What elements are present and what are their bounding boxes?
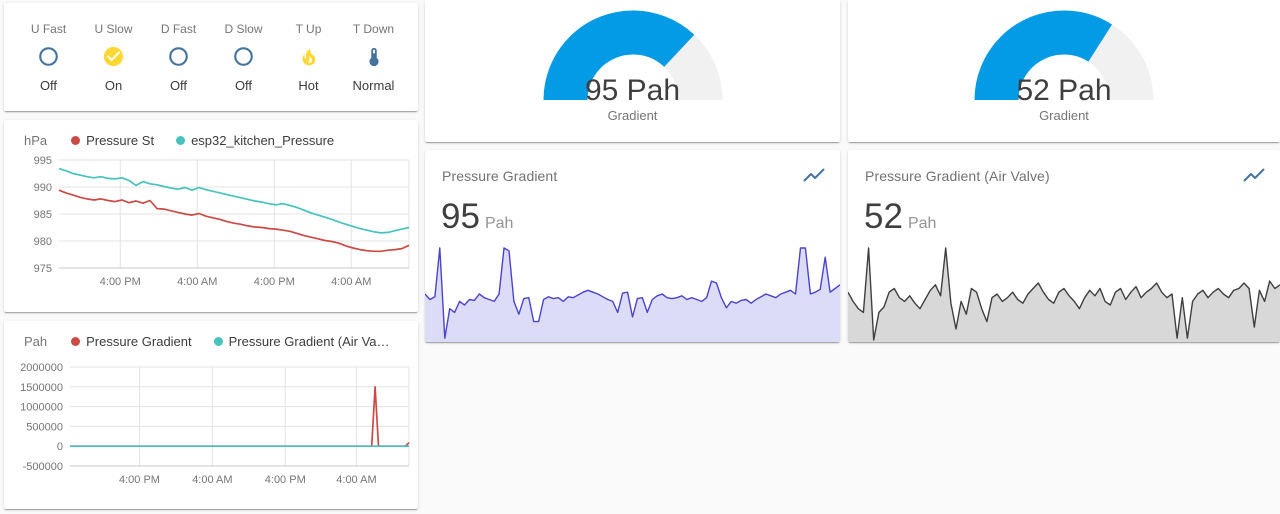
chart-legend: Pressure St esp32_kitchen_Pressure bbox=[71, 133, 334, 148]
badge-t-down[interactable]: T Down Normal bbox=[348, 22, 400, 93]
badges-card: U Fast Off U Slow On D Fast Off D Slow O… bbox=[4, 3, 418, 111]
trending-line-icon bbox=[1243, 168, 1265, 182]
gauge-label: Gradient bbox=[1039, 108, 1089, 123]
sensor-sparkline bbox=[848, 246, 1280, 342]
legend-dot bbox=[176, 136, 186, 145]
history-plot-pressure[interactable]: 4:00 PM 4:00 AM 4:00 PM 4:00 AM 995 990 985 980… bbox=[4, 154, 418, 304]
legend-item[interactable]: Pressure St bbox=[71, 133, 154, 148]
badge-name: U Fast bbox=[30, 21, 67, 36]
radiobox-blank-icon bbox=[232, 45, 255, 69]
history-graph-card-gradient: Pah Pressure Gradient Pressure Gradient … bbox=[4, 321, 418, 509]
svg-text:4:00 AM: 4:00 AM bbox=[192, 474, 232, 486]
sensor-title: Pressure Gradient (Air Valve) bbox=[865, 168, 1050, 184]
radiobox-blank-icon bbox=[37, 45, 60, 69]
svg-text:4:00 AM: 4:00 AM bbox=[336, 474, 376, 486]
svg-text:500000: 500000 bbox=[26, 421, 63, 433]
sensor-sparkline bbox=[425, 246, 840, 342]
legend-dot bbox=[71, 337, 81, 346]
svg-text:4:00 AM: 4:00 AM bbox=[331, 276, 371, 288]
chart-header: Pah Pressure Gradient Pressure Gradient … bbox=[4, 321, 418, 349]
thermometer-icon bbox=[363, 45, 385, 69]
chart-unit-label: hPa bbox=[24, 133, 48, 148]
badge-d-slow[interactable]: D Slow Off bbox=[218, 22, 270, 93]
chart-unit-label: Pah bbox=[24, 334, 48, 349]
badge-u-slow[interactable]: U Slow On bbox=[88, 22, 140, 93]
sensor-value: 95 bbox=[441, 197, 480, 236]
trending-line-icon bbox=[803, 168, 825, 182]
badge-state: Off bbox=[234, 77, 253, 93]
badge-state: Normal bbox=[352, 77, 395, 93]
legend-item[interactable]: Pressure Gradient bbox=[71, 334, 192, 349]
svg-text:985: 985 bbox=[34, 209, 52, 221]
legend-label: esp32_kitchen_Pressure bbox=[191, 133, 335, 148]
sensor-title: Pressure Gradient bbox=[442, 168, 558, 184]
svg-text:975: 975 bbox=[34, 263, 52, 275]
radiobox-blank-icon bbox=[167, 45, 190, 69]
badge-state: Hot bbox=[298, 77, 319, 93]
gauge-card-gradient: 95 Pah Gradient bbox=[425, 0, 840, 142]
sensor-unit: Pah bbox=[907, 215, 937, 232]
svg-text:2000000: 2000000 bbox=[20, 362, 63, 374]
svg-text:4:00 PM: 4:00 PM bbox=[100, 276, 141, 288]
svg-text:990: 990 bbox=[34, 182, 52, 194]
svg-text:1500000: 1500000 bbox=[20, 382, 63, 394]
sensor-card-pressure-gradient[interactable]: Pressure Gradient 95 Pah bbox=[425, 150, 840, 342]
sensor-header: Pressure Gradient (Air Valve) bbox=[848, 150, 1280, 188]
badge-u-fast[interactable]: U Fast Off bbox=[23, 22, 75, 93]
sensor-value-row: 95 Pah bbox=[425, 188, 840, 237]
sensor-unit: Pah bbox=[484, 215, 514, 232]
sensor-card-pressure-gradient-air-valve[interactable]: Pressure Gradient (Air Valve) 52 Pah bbox=[848, 150, 1280, 342]
legend-dot bbox=[71, 136, 81, 145]
chart-legend: Pressure Gradient Pressure Gradient (Air… bbox=[71, 334, 390, 349]
history-graph-card-pressure: hPa Pressure St esp32_kitchen_Pressure 4… bbox=[4, 120, 418, 312]
chart-header: hPa Pressure St esp32_kitchen_Pressure bbox=[4, 120, 418, 148]
badge-name: U Slow bbox=[94, 21, 133, 36]
badge-name: D Slow bbox=[224, 21, 263, 36]
svg-text:4:00 PM: 4:00 PM bbox=[265, 474, 306, 486]
legend-item[interactable]: esp32_kitchen_Pressure bbox=[176, 133, 334, 148]
legend-item[interactable]: Pressure Gradient (Air Va… bbox=[213, 334, 390, 349]
legend-label: Pressure St bbox=[86, 133, 155, 148]
gauge-wrap: 52 Pah bbox=[974, 10, 1154, 107]
fire-icon bbox=[298, 45, 320, 69]
svg-text:0: 0 bbox=[57, 441, 63, 453]
gauge-card-gradient-air-valve: 52 Pah Gradient bbox=[848, 0, 1280, 142]
sensor-header: Pressure Gradient bbox=[425, 150, 840, 188]
badge-state: Off bbox=[169, 77, 188, 93]
gauge-label: Gradient bbox=[607, 108, 658, 123]
badge-name: D Fast bbox=[160, 21, 197, 36]
svg-text:995: 995 bbox=[34, 155, 52, 167]
legend-dot bbox=[213, 337, 223, 346]
badge-state: Off bbox=[39, 77, 58, 93]
svg-text:980: 980 bbox=[34, 236, 52, 248]
badge-d-fast[interactable]: D Fast Off bbox=[153, 22, 205, 93]
badge-t-up[interactable]: T Up Hot bbox=[283, 22, 335, 93]
svg-text:-500000: -500000 bbox=[23, 461, 63, 473]
svg-text:1000000: 1000000 bbox=[20, 402, 63, 414]
history-plot-gradient[interactable]: 4:00 PM 4:00 AM 4:00 PM 4:00 AM 2000000 15000… bbox=[4, 355, 418, 505]
gauge-arc[interactable] bbox=[543, 10, 723, 101]
sensor-value: 52 bbox=[864, 197, 903, 236]
svg-text:4:00 PM: 4:00 PM bbox=[119, 474, 160, 486]
svg-text:4:00 AM: 4:00 AM bbox=[177, 276, 217, 288]
legend-label: Pressure Gradient bbox=[86, 334, 192, 349]
svg-text:4:00 PM: 4:00 PM bbox=[254, 276, 295, 288]
badge-name: T Down bbox=[352, 21, 395, 36]
badge-state: On bbox=[104, 77, 123, 93]
checkbox-marked-circle-icon bbox=[102, 45, 125, 69]
gauge-arc[interactable] bbox=[974, 10, 1154, 101]
sensor-value-row: 52 Pah bbox=[848, 188, 1280, 237]
badge-name: T Up bbox=[295, 21, 322, 36]
gauge-wrap: 95 Pah bbox=[543, 10, 723, 107]
legend-label: Pressure Gradient (Air Va… bbox=[228, 334, 390, 349]
